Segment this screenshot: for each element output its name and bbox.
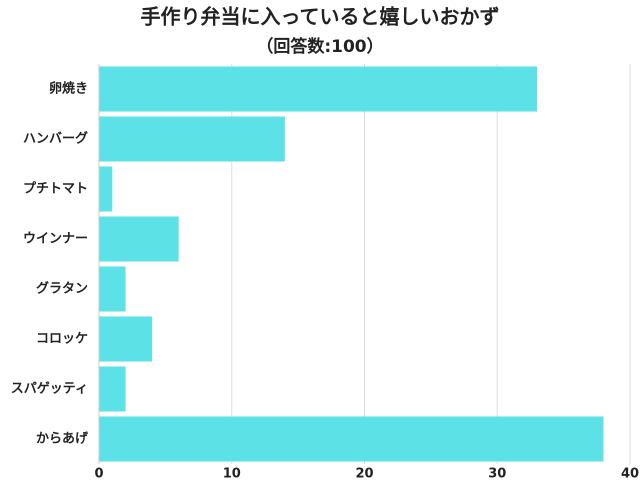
bar <box>99 316 153 362</box>
x-tick-label: 20 <box>355 467 373 480</box>
chart-subtitle: （回答数:100） <box>256 36 383 57</box>
x-tick-label: 40 <box>621 467 639 480</box>
bar <box>99 216 179 262</box>
x-tick-label: 0 <box>94 467 103 480</box>
bar <box>99 416 604 462</box>
y-tick-label: ウインナー <box>23 232 88 247</box>
y-tick-label: からあげ <box>36 431 89 447</box>
y-tick-label: グラタン <box>36 281 88 297</box>
x-tick-label: 10 <box>223 467 241 480</box>
bar <box>99 116 285 162</box>
y-tick-label: 卵焼き <box>49 81 88 97</box>
bar <box>99 266 126 312</box>
y-tick-label: コロッケ <box>36 332 88 347</box>
bar <box>99 366 126 412</box>
bar <box>99 166 113 212</box>
y-tick-label: スパゲッティ <box>11 381 88 397</box>
y-tick-label: プチトマト <box>23 182 88 197</box>
bar <box>99 66 538 112</box>
y-tick-label: ハンバーグ <box>23 131 88 147</box>
x-tick-label: 30 <box>488 467 506 480</box>
chart-title: 手作り弁当に入っていると嬉しいおかず <box>141 5 500 29</box>
